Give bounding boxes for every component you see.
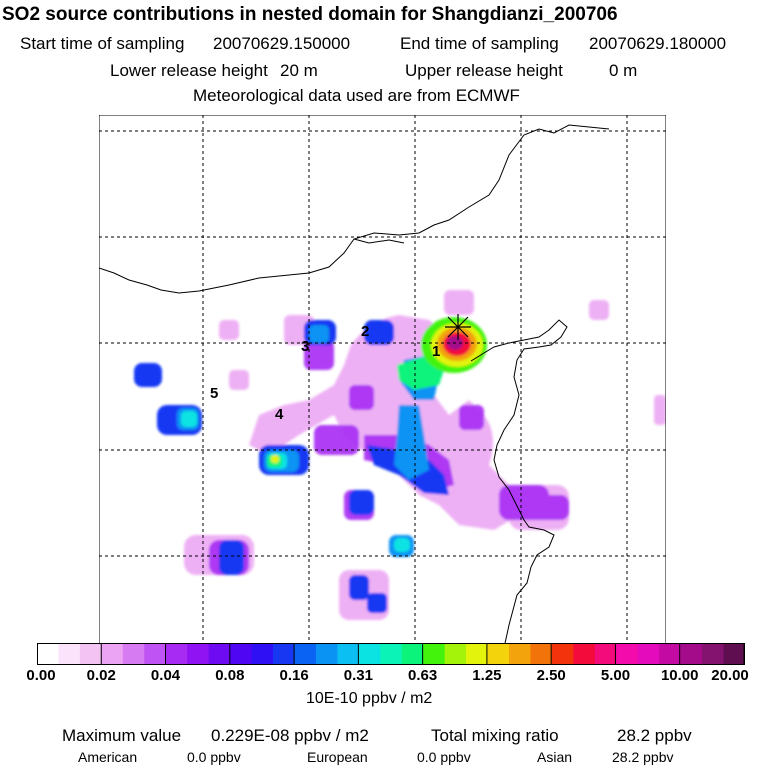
american-value: 0.0 ppbv — [187, 749, 241, 765]
colorbar-swatch — [509, 643, 532, 665]
colorbar-swatch — [723, 643, 745, 665]
european-label: European — [307, 749, 368, 765]
colorbar-swatch — [702, 643, 725, 665]
concentration-field — [134, 290, 666, 620]
region-label-1: 1 — [432, 343, 440, 360]
colorbar-swatch — [358, 643, 381, 665]
colorbar-swatch — [79, 643, 102, 665]
lower-release-value: 20 m — [280, 61, 318, 80]
colorbar-swatch — [230, 643, 253, 665]
colorbar-swatch — [208, 643, 231, 665]
colorbar-swatch — [594, 643, 617, 665]
upper-release-value: 0 m — [609, 61, 638, 80]
total-mixing-label: Total mixing ratio — [431, 726, 559, 745]
colorbar-swatch — [294, 643, 317, 665]
colorbar-tick-label: 20.00 — [711, 667, 749, 684]
colorbar-swatch — [165, 643, 188, 665]
map-panel: 1 2 3 4 5 — [99, 115, 666, 648]
colorbar-swatch — [680, 643, 703, 665]
colorbar-swatch — [487, 643, 510, 665]
colorbar-swatch — [380, 643, 403, 665]
colorbar-tick-label: 10.00 — [660, 667, 699, 684]
receptor-cross-marker — [445, 314, 471, 340]
colorbar-tick-label: 5.00 — [600, 667, 631, 684]
colorbar-swatch — [122, 643, 145, 665]
colorbar-tick-label: 0.16 — [279, 667, 309, 684]
american-label: American — [78, 749, 138, 765]
region-label-2: 2 — [361, 323, 369, 340]
colorbar-swatch — [37, 643, 60, 665]
colorbar-swatch — [315, 643, 338, 665]
upper-release-label: Upper release height — [405, 61, 563, 80]
end-time-value: 20070629.180000 — [589, 34, 727, 53]
colorbar-swatch — [101, 643, 124, 665]
start-time-label: Start time of sampling — [20, 34, 185, 53]
region-label-4: 4 — [275, 406, 284, 423]
colorbar-swatch — [659, 643, 682, 665]
colorbar-swatch — [423, 643, 446, 665]
colorbar-tick-label: 1.25 — [472, 667, 502, 684]
graticule — [99, 115, 666, 648]
colorbar — [37, 643, 745, 665]
colorbar-tick-label: 0.63 — [408, 667, 438, 684]
colorbar-swatch — [273, 643, 296, 665]
colorbar-swatch — [637, 643, 660, 665]
end-time-label: End time of sampling — [400, 34, 559, 53]
colorbar-unit: 10E-10 ppbv / m2 — [306, 690, 433, 707]
colorbar-swatch — [251, 643, 274, 665]
colorbar-swatch — [466, 643, 489, 665]
colorbar-swatch — [144, 643, 167, 665]
met-data-line: Meteorological data used are from ECMWF — [193, 86, 520, 105]
colorbar-swatch — [58, 643, 81, 665]
colorbar-swatch — [337, 643, 360, 665]
asian-label: Asian — [537, 749, 573, 765]
max-value-label: Maximum value — [62, 726, 182, 745]
colorbar-tick-label: 0.02 — [86, 667, 116, 684]
colorbar-swatch — [551, 643, 574, 665]
region-label-3: 3 — [301, 338, 309, 355]
colorbar-tick-label: 0.31 — [343, 667, 373, 684]
region-label-5: 5 — [210, 385, 218, 402]
total-mixing-value: 28.2 ppbv — [617, 726, 692, 745]
colorbar-swatch — [530, 643, 553, 665]
lower-release-label: Lower release height — [110, 61, 268, 80]
colorbar-tick-label: 0.04 — [150, 667, 181, 684]
colorbar-swatch — [616, 643, 639, 665]
european-value: 0.0 ppbv — [417, 749, 471, 765]
colorbar-swatch — [573, 643, 596, 665]
colorbar-tick-label: 0.00 — [26, 667, 56, 684]
colorbar-tick-label: 0.08 — [215, 667, 245, 684]
colorbar-swatch — [444, 643, 467, 665]
colorbar-swatch — [187, 643, 210, 665]
coastlines — [99, 115, 666, 648]
start-time-value: 20070629.150000 — [213, 34, 351, 53]
max-value: 0.229E-08 ppbv / m2 — [211, 726, 369, 745]
colorbar-tick-label: 2.50 — [536, 667, 566, 684]
asian-value: 28.2 ppbv — [612, 749, 674, 765]
colorbar-border — [37, 643, 745, 665]
colorbar-swatch — [401, 643, 424, 665]
plot-title: SO2 source contributions in nested domai… — [2, 4, 618, 25]
